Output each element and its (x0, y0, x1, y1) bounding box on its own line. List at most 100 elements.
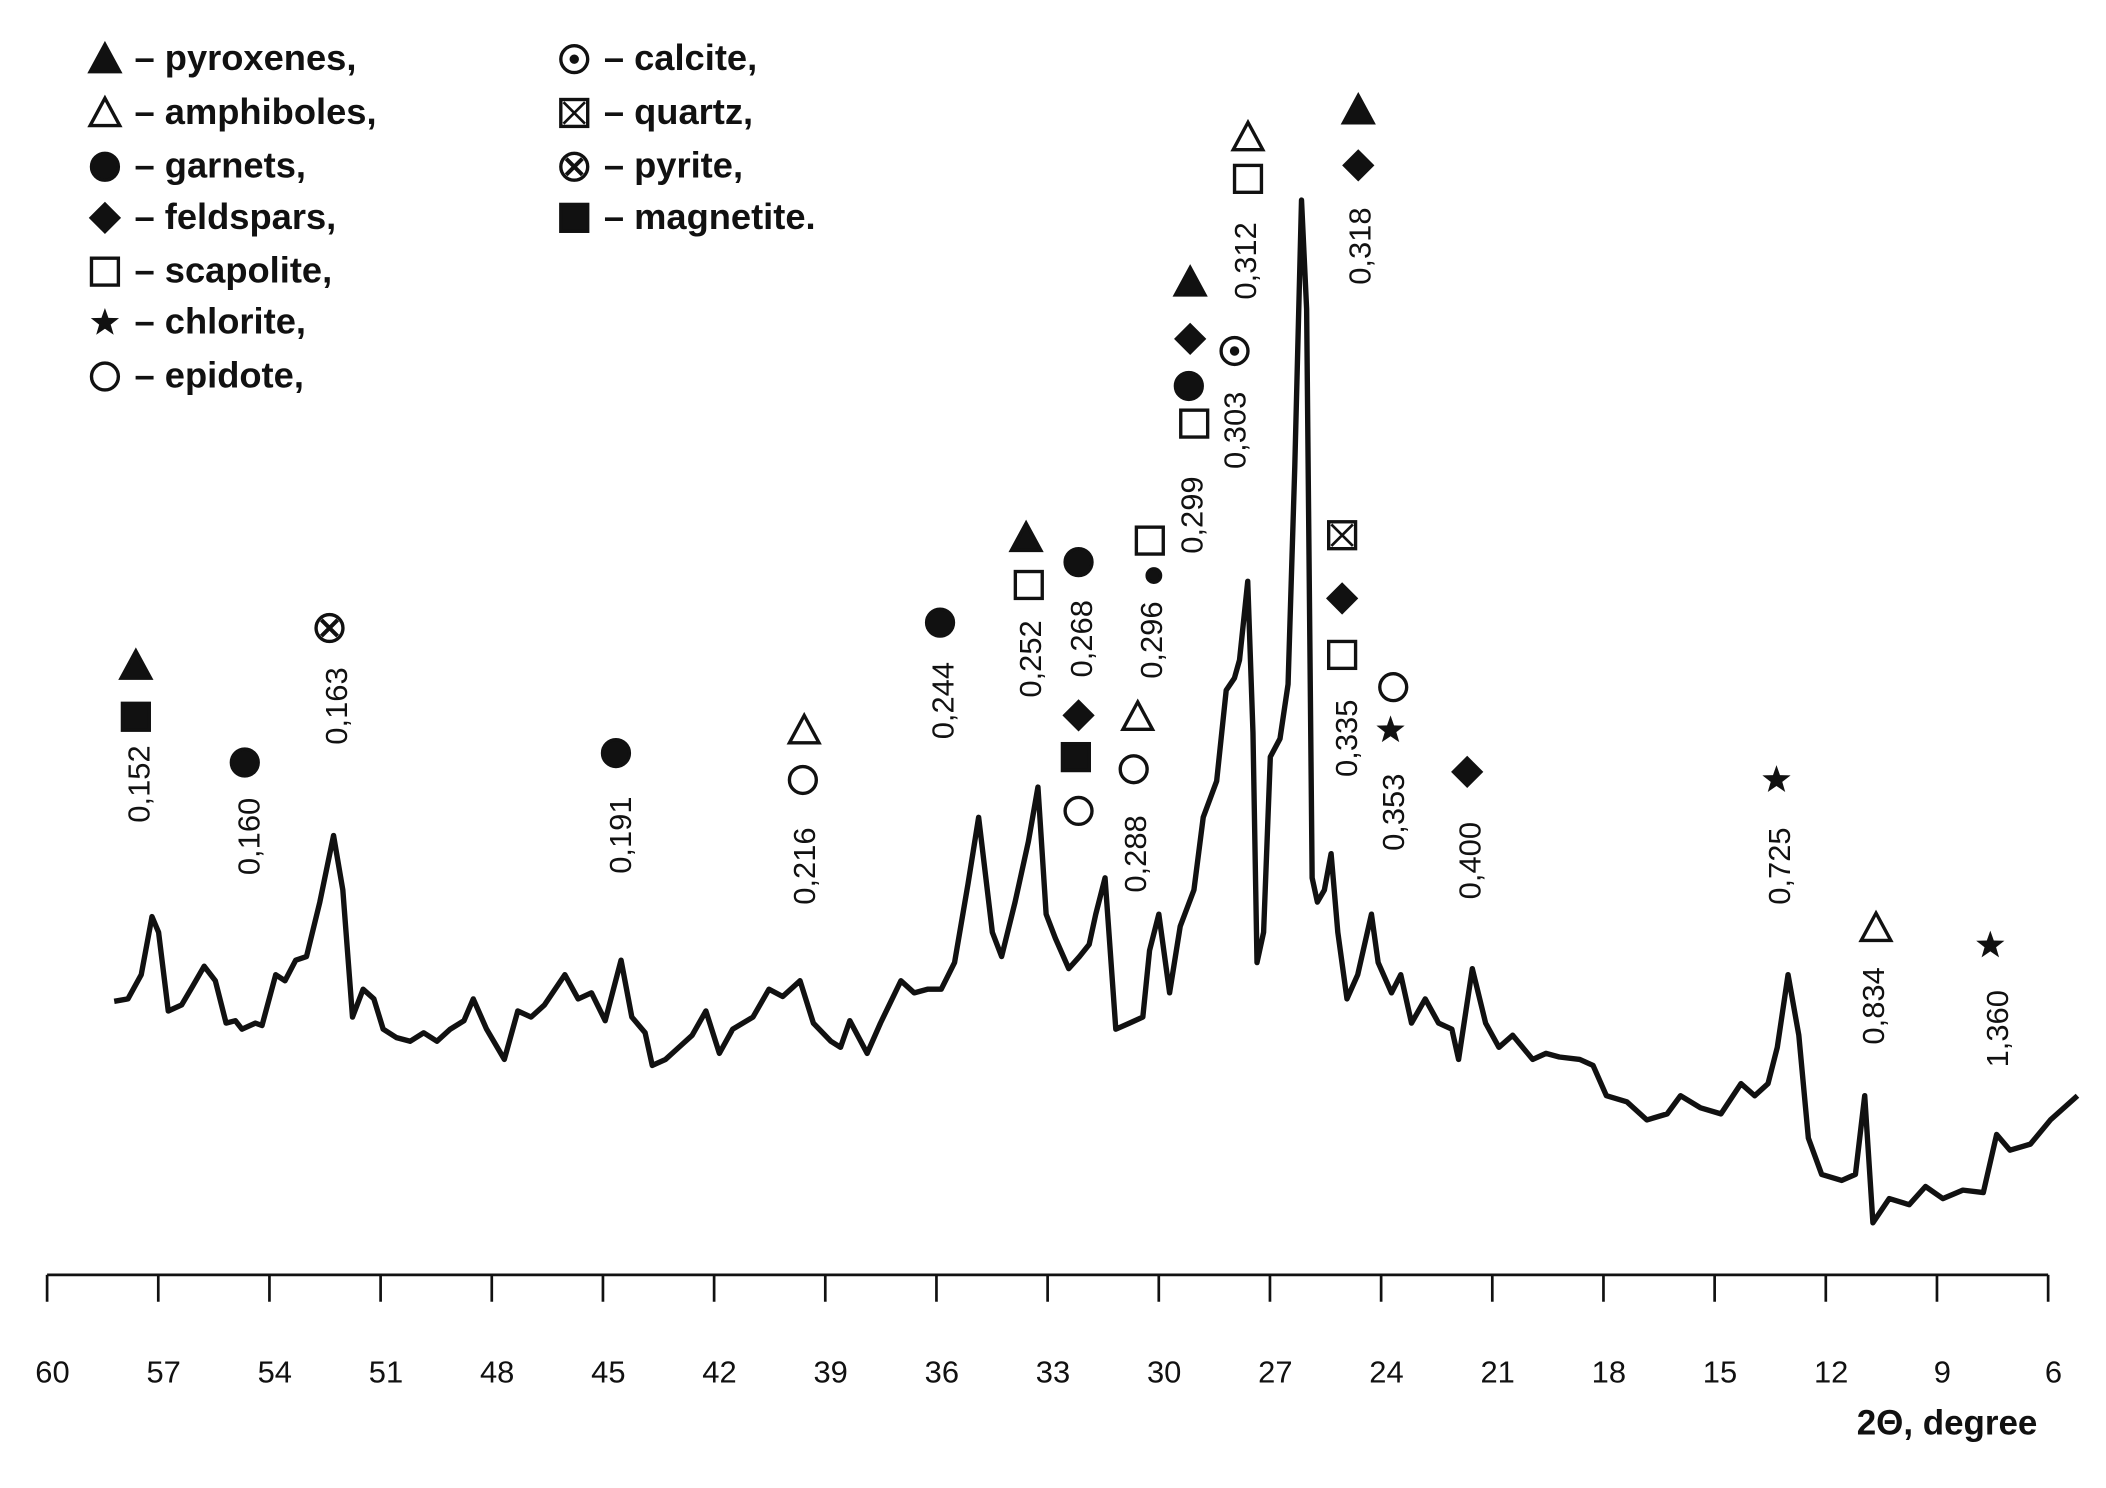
x-axis-label: 2Θ, degree (1857, 1404, 2038, 1443)
circle (229, 747, 260, 778)
mineral-symbol (1172, 264, 1208, 297)
circle (89, 151, 121, 182)
mineral-symbol (1174, 322, 1207, 356)
x-tick-label: 51 (369, 1355, 403, 1390)
x-tick-label: 15 (1703, 1355, 1737, 1390)
x-tick-label: 18 (1592, 1355, 1626, 1390)
circle (1378, 672, 1409, 703)
mineral-symbol (90, 307, 120, 335)
mineral-symbol (1762, 765, 1791, 792)
x-tick-label: 24 (1369, 1355, 1403, 1390)
legend-label: – calcite, (604, 37, 757, 78)
peak-label: 0,160 (232, 798, 267, 875)
circle (1063, 795, 1094, 827)
dot (569, 54, 579, 64)
star (1976, 930, 2005, 958)
mineral-symbol (89, 361, 121, 392)
mineral-symbol (1013, 569, 1044, 601)
x-tick-label: 45 (591, 1355, 625, 1390)
mineral-symbol (559, 44, 590, 75)
diamond (1325, 582, 1359, 615)
triangle (1008, 519, 1044, 553)
peak-label: 0,244 (926, 662, 961, 739)
peak-label: 0,400 (1453, 822, 1488, 899)
x-tick-label: 21 (1480, 1355, 1514, 1390)
legend-label: – scapolite, (135, 250, 333, 291)
legend-label: – quartz, (604, 91, 753, 132)
x-tick-label: 9 (1934, 1355, 1951, 1390)
diamond (88, 201, 122, 234)
x-tick-label: 60 (35, 1355, 69, 1390)
triangle (87, 94, 123, 128)
x-tick-label: 39 (813, 1355, 847, 1390)
triangle (1120, 698, 1156, 732)
mineral-symbol (787, 764, 818, 796)
peak-label: 0,299 (1174, 476, 1209, 553)
mineral-symbol (88, 201, 122, 234)
mineral-symbol (1063, 546, 1094, 578)
mineral-symbol (89, 256, 121, 287)
peak-label: 0,216 (787, 827, 822, 904)
mineral-symbol (559, 151, 590, 182)
mineral-symbol (786, 711, 822, 745)
mineral-symbol (314, 612, 345, 644)
mineral-symbol (1232, 163, 1264, 194)
legend-label: – chlorite, (135, 301, 306, 342)
circle (1145, 567, 1163, 584)
mineral-symbol (1342, 149, 1375, 182)
peak-label: 0,303 (1217, 392, 1252, 469)
square (1013, 569, 1044, 601)
diffraction-line (113, 197, 2080, 1226)
x-tick-label: 54 (258, 1355, 292, 1390)
x-tick-label: 36 (925, 1355, 959, 1390)
cross (320, 618, 340, 638)
mineral-symbol (229, 747, 260, 778)
square (1326, 639, 1358, 671)
triangle (1172, 264, 1208, 297)
circle (1173, 370, 1204, 402)
peak-label: 0,335 (1329, 700, 1364, 777)
x-tick-label: 12 (1814, 1355, 1848, 1390)
mineral-symbol (924, 607, 956, 638)
peak-label: 0,163 (319, 667, 354, 744)
peak-label: 0,252 (1013, 620, 1048, 697)
peak-label: 0,152 (121, 745, 156, 822)
triangle (786, 711, 822, 745)
legend-label: – feldspars, (135, 196, 337, 237)
peak-label: 0,312 (1228, 222, 1263, 299)
mineral-symbol (1326, 520, 1358, 551)
mineral-symbol (1376, 715, 1405, 743)
square (120, 701, 151, 732)
mineral-symbol (1173, 370, 1204, 402)
peak-label: 1,360 (1980, 990, 2015, 1067)
star (1376, 715, 1405, 743)
triangle (1230, 118, 1266, 152)
mineral-symbol (1120, 698, 1156, 732)
circle (1118, 754, 1149, 785)
legend-label: – pyroxenes, (135, 37, 357, 78)
peak-label: 0,725 (1762, 827, 1797, 904)
legend-label: – magnetite. (604, 196, 816, 237)
mineral-symbol (1063, 795, 1094, 827)
peak-label: 0,268 (1064, 600, 1099, 677)
mineral-symbol (1060, 741, 1091, 773)
mineral-symbol (559, 202, 590, 233)
mineral-symbol (1325, 582, 1359, 615)
diamond (1174, 322, 1207, 356)
square (89, 256, 121, 287)
star (1762, 765, 1791, 792)
mineral-symbol (1340, 91, 1376, 125)
triangle (118, 647, 154, 680)
mineral-symbol (1976, 930, 2005, 958)
circle (1063, 546, 1094, 578)
mineral-symbol (1378, 672, 1409, 703)
triangle (87, 40, 123, 74)
triangle (1340, 91, 1376, 125)
mineral-symbol (87, 40, 123, 74)
mineral-symbol (1326, 639, 1358, 671)
cross (1330, 523, 1354, 547)
x-tick-label: 27 (1258, 1355, 1292, 1390)
mineral-symbol (1230, 118, 1266, 152)
